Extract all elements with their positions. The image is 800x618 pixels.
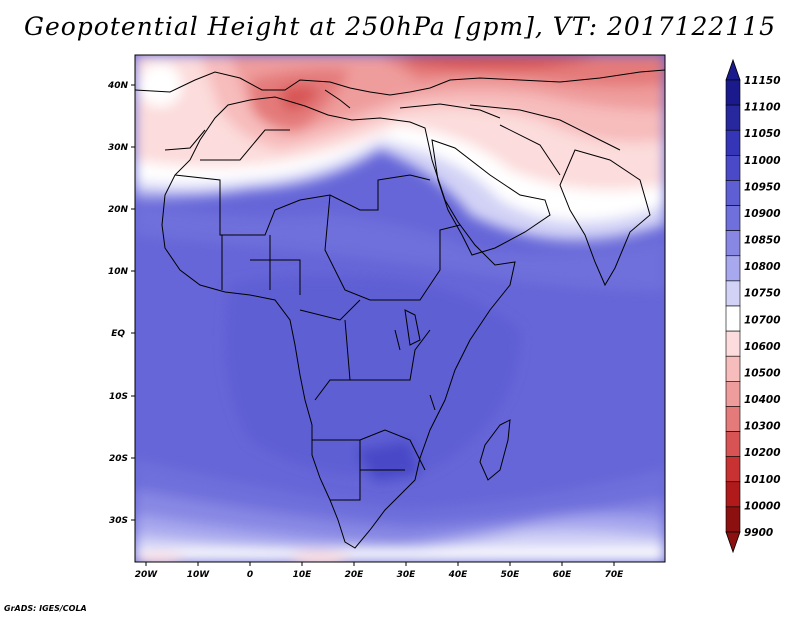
sahel-borders [174, 174, 431, 236]
colorbar-label: 10950 [744, 181, 781, 193]
colorbar-swatch [725, 79, 741, 106]
colorbar-label: 10750 [744, 288, 781, 300]
colorbar-swatch [725, 255, 741, 282]
colorbar-label: 10850 [744, 235, 781, 247]
lat-label: 20N [108, 205, 129, 215]
lon-label: 50E [501, 570, 521, 580]
colorbar-swatch [725, 155, 741, 181]
maghreb-borders [164, 129, 290, 161]
colorbar-label: 10500 [744, 367, 781, 379]
colorbar-label: 11100 [744, 102, 781, 114]
lon-label: 20E [345, 570, 365, 580]
colorbar-label: 10400 [744, 394, 781, 406]
colorbar-swatch [725, 330, 741, 357]
italy-coast [324, 89, 351, 109]
colorbar-label: 11150 [744, 75, 781, 87]
colorbar-swatch [725, 456, 741, 483]
southern-borders [312, 429, 426, 501]
height-field [135, 55, 665, 562]
lat-label: 30N [108, 143, 129, 153]
lon-labels: 20W 10W 0 10E 20E 30E 40E 50E 60E 70E [135, 570, 624, 580]
central-borders [324, 194, 461, 301]
lon-label: 60E [553, 570, 573, 580]
madagascar-coast [479, 419, 511, 481]
lon-label: 10W [187, 570, 211, 580]
lat-label: EQ [111, 329, 125, 339]
europe-coast [135, 69, 665, 96]
lat-label: 10S [109, 392, 128, 402]
middle-east-borders [469, 104, 621, 176]
colorbar-label: 10700 [744, 314, 781, 326]
africa-coast [161, 96, 516, 549]
colorbar-swatch [725, 381, 741, 407]
colorbar-swatch [725, 205, 741, 231]
colorbar-swatch [725, 431, 741, 457]
colorbar-swatch [725, 305, 741, 332]
colorbar-label: 11000 [744, 155, 781, 167]
great-lakes [394, 309, 436, 411]
colorbar-label: 10800 [744, 261, 781, 273]
axis-ticks [131, 84, 615, 566]
lon-label: 0 [247, 570, 253, 580]
colorbar-label: 10200 [744, 447, 781, 459]
lat-label: 20S [109, 454, 128, 464]
colorbar-swatch [725, 406, 741, 432]
lon-label: 40E [448, 570, 469, 580]
colorbar-swatch [725, 129, 741, 156]
colorbar-label: 10900 [744, 208, 781, 220]
west-africa-borders [221, 235, 301, 295]
lon-label: 30E [397, 570, 417, 580]
colorbar-swatch [725, 180, 741, 206]
lat-label: 30S [109, 516, 128, 526]
colorbar-bottom-arrow [725, 531, 741, 554]
colorbar-top-arrow [725, 58, 741, 81]
lat-label: 40N [107, 81, 129, 91]
lon-label: 10E [293, 570, 313, 580]
colorbar-swatch [725, 280, 741, 307]
turkey-coast [399, 103, 501, 119]
india-coast [559, 149, 651, 287]
colorbar-label: 9900 [744, 527, 773, 539]
colorbar-swatch [725, 104, 741, 131]
colorbar-swatch [725, 481, 741, 508]
coastlines [135, 69, 665, 549]
colorbar-swatch [725, 355, 741, 382]
congo-borders [299, 299, 431, 401]
colorbar-label: 10000 [744, 500, 781, 512]
lat-labels: 40N 30N 20N 10N EQ 10S 20S 30S [107, 81, 129, 526]
plot-title: Geopotential Height at 250hPa [gpm], VT:… [23, 12, 777, 41]
map-frame [134, 54, 666, 563]
colorbar-swatch [725, 506, 741, 533]
lon-label: 20W [135, 570, 159, 580]
colorbar-label: 10300 [744, 421, 781, 433]
lon-label: 70E [605, 570, 625, 580]
colorbar-label: 10600 [744, 341, 781, 353]
credit-text: GrADS: IGES/COLA [4, 604, 87, 613]
colorbar-label: 10100 [744, 474, 781, 486]
colorbar: 11150 11100 11050 11000 10950 10900 10850 10800… [725, 58, 781, 554]
lat-label: 10N [108, 267, 129, 277]
colorbar-label: 11050 [744, 128, 781, 140]
colorbar-swatch [725, 230, 741, 257]
arabia-coast [431, 139, 551, 256]
